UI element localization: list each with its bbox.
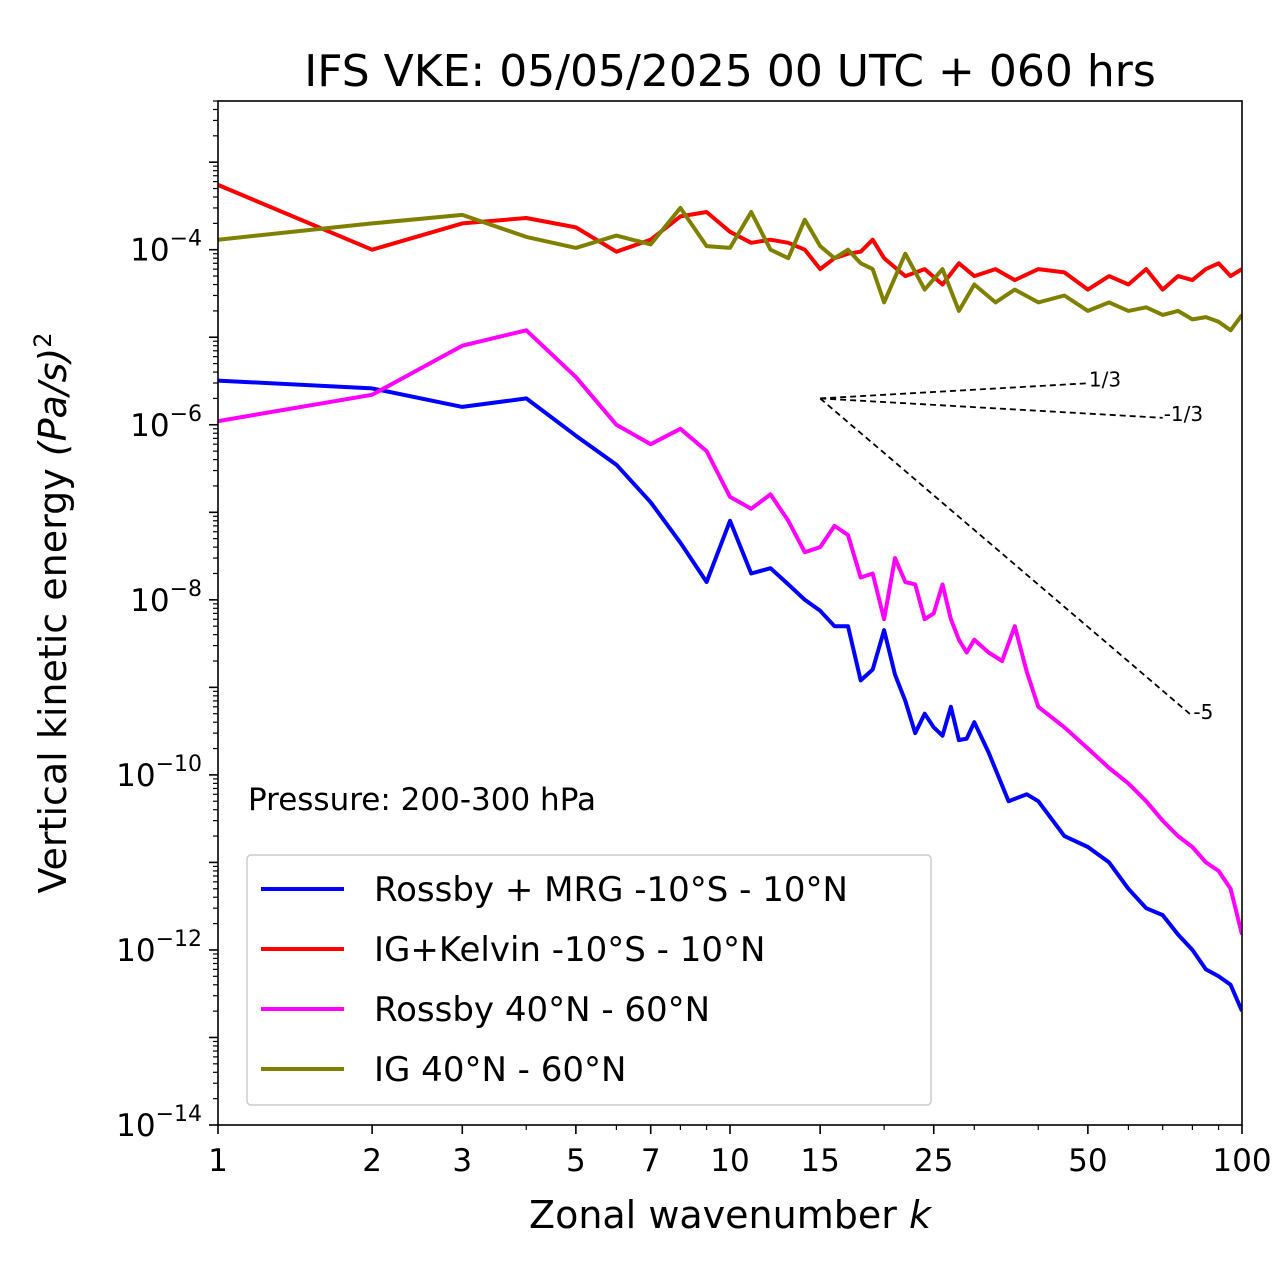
x-tick-label: 10 — [710, 1143, 749, 1179]
x-axis: 1 2 3 5 7 10 15 25 50 100 — [208, 1125, 1272, 1179]
series-layer — [218, 183, 1242, 1012]
x-axis-label: Zonal wavenumber k — [529, 1193, 933, 1237]
x-tick-label: 100 — [1212, 1143, 1271, 1179]
y-axis-label: Vertical kinetic energy (Pa/s)2 — [29, 332, 75, 893]
reference-slope-line — [820, 382, 1088, 400]
legend-label: Rossby + MRG -10°S - 10°N — [374, 870, 848, 910]
series-line-ig-40-n-60-n — [218, 205, 1242, 333]
y-tick-label: 10−8 — [130, 577, 202, 619]
x-tick-label: 50 — [1068, 1143, 1107, 1179]
reference-slope-label: -1/3 — [1164, 402, 1203, 426]
y-tick-label: 10−10 — [116, 752, 202, 794]
x-tick-label: 5 — [566, 1143, 586, 1179]
reference-slope-line — [819, 397, 1193, 717]
series-line-ig-kelvin-10-s-10-n — [218, 183, 1242, 292]
pressure-annotation: Pressure: 200-300 hPa — [248, 782, 596, 818]
x-tick-label: 15 — [800, 1143, 839, 1179]
x-tick-label: 2 — [362, 1143, 382, 1179]
legend-label: IG 40°N - 60°N — [374, 1050, 626, 1090]
y-axis: 10−14 10−12 10−10 10−8 10−6 10−4 — [116, 100, 218, 1144]
x-tick-label: 25 — [914, 1143, 953, 1179]
x-tick-label: 7 — [641, 1143, 661, 1179]
reference-slope-line — [820, 397, 1163, 419]
legend-label: IG+Kelvin -10°S - 10°N — [374, 930, 765, 970]
legend-box — [246, 854, 932, 1106]
series-line-rossby-mrg-10-s-10-n — [218, 378, 1242, 1012]
y-tick-label: 10−4 — [130, 227, 202, 269]
y-tick-label: 10−12 — [116, 927, 202, 969]
series-line-rossby-40-n-60-n — [218, 328, 1242, 935]
x-tick-label: 1 — [208, 1143, 228, 1179]
reference-slopes: 1/3 -1/3 -5 — [819, 367, 1213, 724]
reference-slope-label: 1/3 — [1089, 367, 1121, 391]
x-tick-label: 3 — [452, 1143, 472, 1179]
y-tick-label: 10−6 — [130, 402, 202, 444]
y-tick-label: 10−14 — [116, 1102, 202, 1144]
legend-label: Rossby 40°N - 60°N — [374, 990, 710, 1030]
reference-slope-label: -5 — [1193, 700, 1213, 724]
chart-title: IFS VKE: 05/05/2025 00 UTC + 060 hrs — [304, 46, 1156, 97]
legend: Rossby + MRG -10°S - 10°N IG+Kelvin -10°S… — [246, 854, 932, 1106]
